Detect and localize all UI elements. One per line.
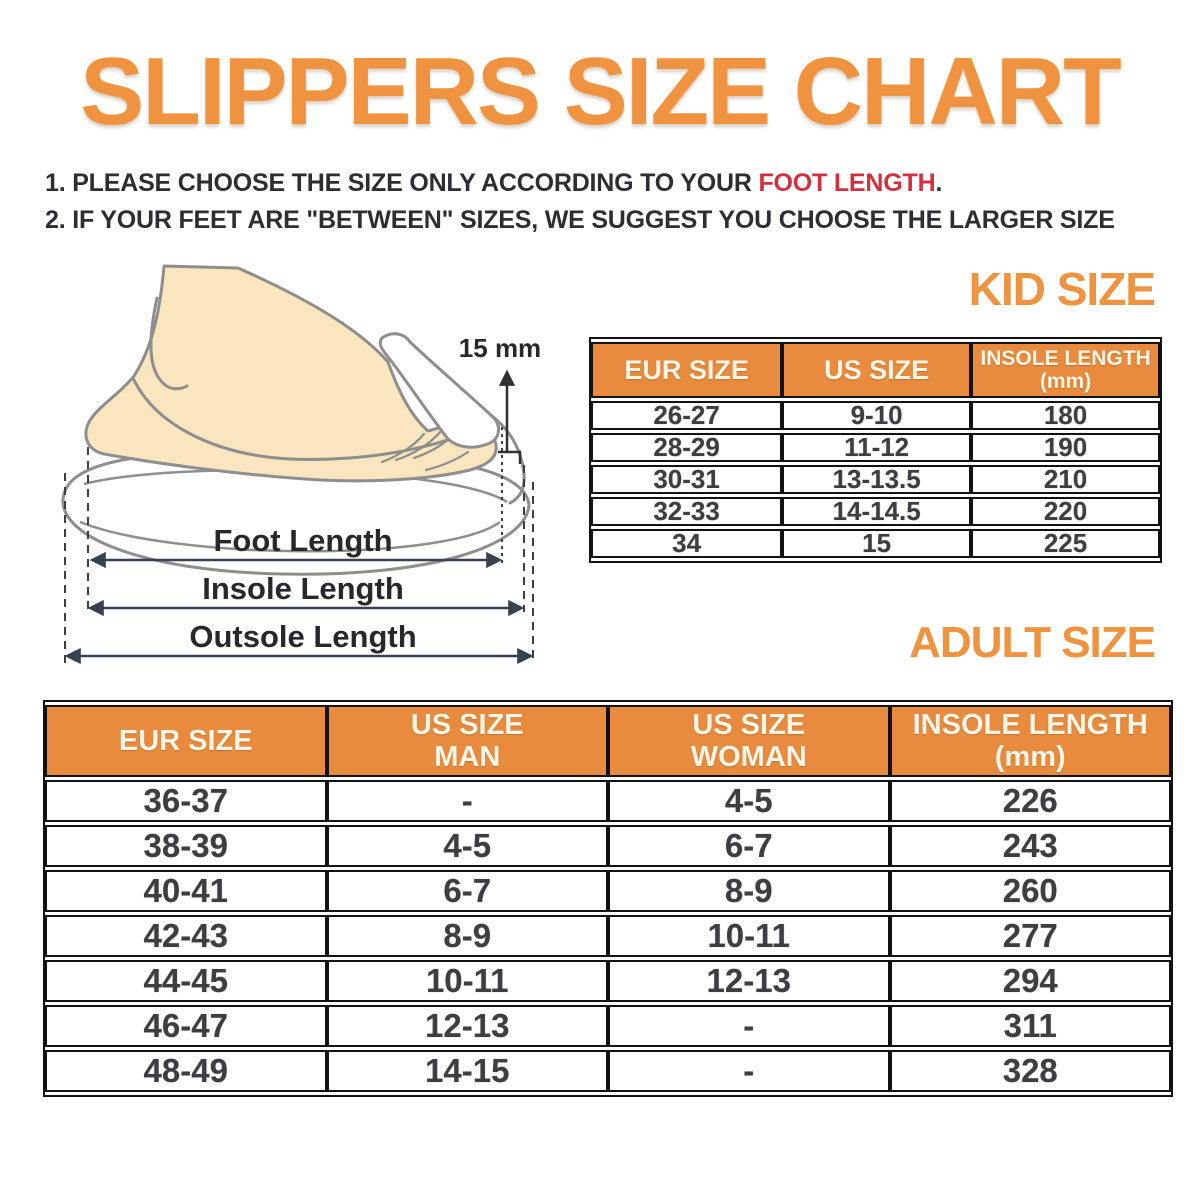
outsole-length-label: Outsole Length — [189, 619, 416, 654]
table-cell: 220 — [971, 497, 1160, 526]
insole-length-label: Insole Length — [202, 571, 404, 606]
table-row: 44-45 10-11 12-13 294 — [45, 960, 1171, 1002]
adult-col-header-insole-length: INSOLE LENGTH (mm) — [889, 705, 1171, 777]
table-cell: 12-13 — [326, 1005, 608, 1047]
table-cell: 8-9 — [608, 870, 890, 912]
table-cell: 46-47 — [45, 1005, 327, 1047]
instruction-1: 1. PLEASE CHOOSE THE SIZE ONLY ACCORDING… — [45, 165, 1115, 202]
table-cell: 6-7 — [608, 825, 890, 867]
table-cell: 294 — [889, 960, 1171, 1002]
measurement-arrows: Foot Length Insole Length Outsole Length — [64, 523, 534, 665]
table-row: 46-47 12-13 - 311 — [45, 1005, 1171, 1047]
toe-gap-indicator: 15 mm — [459, 333, 541, 464]
table-cell: 14-14.5 — [782, 497, 972, 526]
slipper-front-line — [490, 414, 526, 505]
table-cell: 36-37 — [45, 780, 327, 822]
table-cell: 26-27 — [591, 401, 783, 430]
toe-gap-label: 15 mm — [459, 333, 541, 363]
adult-col-header-us-size-woman: US SIZE WOMAN — [608, 705, 890, 777]
table-cell: 190 — [971, 433, 1160, 462]
table-row: 32-33 14-14.5 220 — [591, 497, 1160, 526]
table-cell: 44-45 — [45, 960, 327, 1002]
table-cell: 4-5 — [608, 780, 890, 822]
table-cell: 30-31 — [591, 465, 783, 494]
foot-length-label: Foot Length — [213, 523, 392, 558]
table-cell: 34 — [591, 529, 783, 558]
table-cell: 40-41 — [45, 870, 327, 912]
table-cell: 15 — [782, 529, 972, 558]
table-row: 36-37 - 4-5 226 — [45, 780, 1171, 822]
page-title: SLIPPERS SIZE CHART — [80, 38, 1121, 145]
foot-measurement-diagram: 15 mm Foot Length Insole Length Outsole … — [61, 264, 541, 665]
table-cell: 226 — [889, 780, 1171, 822]
table-cell: 311 — [889, 1005, 1171, 1047]
table-cell: 277 — [889, 915, 1171, 957]
table-cell: 225 — [971, 529, 1160, 558]
kid-col-header-us-size: US SIZE — [782, 342, 972, 398]
adult-col-header-us-size-man: US SIZE MAN — [326, 705, 608, 777]
instruction-1-text: 1. PLEASE CHOOSE THE SIZE ONLY ACCORDING… — [45, 169, 759, 197]
instruction-2: 2. IF YOUR FEET ARE "BETWEEN" SIZES, WE … — [45, 206, 1115, 234]
instruction-1-period: . — [935, 169, 943, 197]
ankle-crease-line — [149, 296, 189, 391]
table-cell: 8-9 — [326, 915, 608, 957]
foot-length-highlight: FOOT LENGTH — [758, 169, 936, 197]
sole-rim-line — [79, 520, 501, 553]
table-row: 42-43 8-9 10-11 277 — [45, 915, 1171, 957]
table-row: 48-49 14-15 - 328 — [45, 1050, 1171, 1092]
table-cell: - — [608, 1005, 890, 1047]
guide-lines — [64, 427, 534, 664]
table-cell: - — [326, 780, 608, 822]
table-cell: 42-43 — [45, 915, 327, 957]
table-cell: 6-7 — [326, 870, 608, 912]
foot-illustration — [84, 264, 498, 483]
table-row: 38-39 4-5 6-7 243 — [45, 825, 1171, 867]
table-cell: 243 — [889, 825, 1171, 867]
table-row: 28-29 11-12 190 — [591, 433, 1160, 462]
table-cell: 32-33 — [591, 497, 783, 526]
table-cell: 38-39 — [45, 825, 327, 867]
table-cell: 11-12 — [782, 433, 972, 462]
toe-lines — [380, 426, 470, 472]
kid-size-heading: KID SIZE — [968, 263, 1156, 315]
table-row: 30-31 13-13.5 210 — [591, 465, 1160, 494]
kid-header-row: EUR SIZE US SIZE INSOLE LENGTH (mm) — [591, 342, 1160, 398]
table-cell: 13-13.5 — [782, 465, 972, 494]
adult-size-table: EUR SIZE US SIZE MAN US SIZE WOMAN INSOL… — [43, 700, 1173, 1097]
table-cell: 12-13 — [608, 960, 890, 1002]
table-cell: 180 — [971, 401, 1160, 430]
table-row: 34 15 225 — [591, 529, 1160, 558]
instep-line — [131, 376, 462, 461]
table-cell: 9-10 — [782, 401, 972, 430]
table-cell: 28-29 — [591, 433, 783, 462]
instructions: 1. PLEASE CHOOSE THE SIZE ONLY ACCORDING… — [45, 165, 1115, 239]
table-cell: 210 — [971, 465, 1160, 494]
kid-size-table: EUR SIZE US SIZE INSOLE LENGTH (mm) 26-2… — [589, 337, 1162, 563]
adult-col-header-eur-size: EUR SIZE — [45, 705, 327, 777]
table-cell: 328 — [889, 1050, 1171, 1092]
adult-header-row: EUR SIZE US SIZE MAN US SIZE WOMAN INSOL… — [45, 705, 1171, 777]
table-cell: 10-11 — [326, 960, 608, 1002]
table-cell: 14-15 — [326, 1050, 608, 1092]
table-row: 40-41 6-7 8-9 260 — [45, 870, 1171, 912]
kid-col-header-eur-size: EUR SIZE — [591, 342, 783, 398]
table-cell: 48-49 — [45, 1050, 327, 1092]
kid-col-header-insole-length: INSOLE LENGTH (mm) — [971, 342, 1160, 398]
table-cell: 260 — [889, 870, 1171, 912]
table-cell: 10-11 — [608, 915, 890, 957]
slipper-strap-illustration — [79, 332, 526, 553]
table-row: 26-27 9-10 180 — [591, 401, 1160, 430]
table-cell: 4-5 — [326, 825, 608, 867]
adult-size-heading: ADULT SIZE — [909, 618, 1156, 667]
table-cell: - — [608, 1050, 890, 1092]
